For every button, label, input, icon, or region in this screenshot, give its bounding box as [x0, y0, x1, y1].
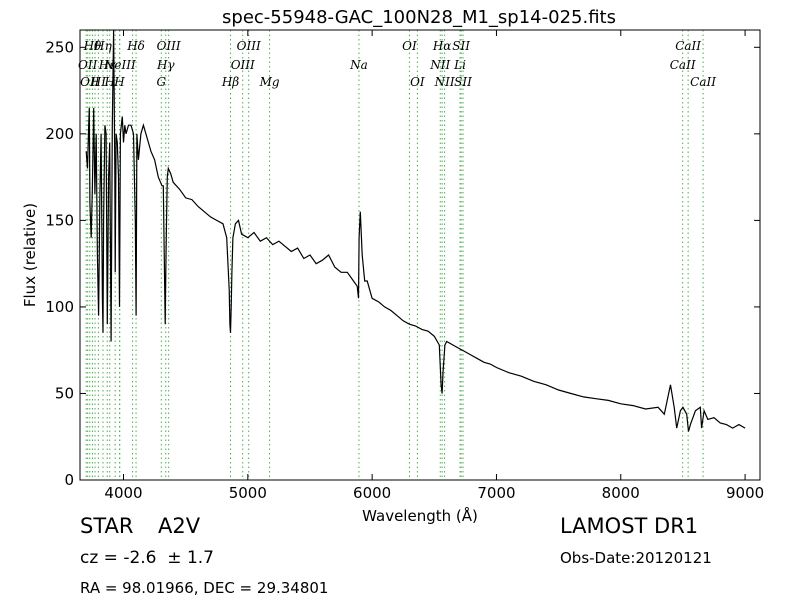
chart-title: spec-55948-GAC_100N28_M1_sp14-025.fits [222, 7, 616, 28]
x-tick-label: 5000 [229, 484, 267, 502]
line-label: Na [349, 58, 368, 72]
object-class: STAR [80, 514, 134, 538]
x-tick-label: 8000 [602, 484, 640, 502]
observation-date: Obs-Date:20120121 [560, 549, 712, 567]
line-label: OII [78, 58, 98, 72]
line-label: G [157, 75, 167, 89]
line-label: CaII [690, 75, 716, 89]
line-label: OIII [231, 58, 255, 72]
line-label: Hα [432, 39, 452, 53]
redshift-value: cz = -2.6 ± 1.7 [80, 548, 214, 568]
y-axis-label: Flux (relative) [21, 203, 39, 307]
plot-frame [79, 29, 761, 481]
line-label: Li [453, 58, 466, 72]
line-label: Hβ [221, 75, 239, 89]
y-tick-label: 250 [45, 38, 74, 56]
survey-name: LAMOST DR1 [560, 514, 699, 538]
line-label: NII [434, 75, 455, 89]
x-tick-label: 6000 [353, 484, 391, 502]
line-label: OI [402, 39, 417, 53]
line-label: Hε [98, 58, 116, 72]
line-label: OIII [157, 39, 181, 53]
object-subclass: A2V [158, 514, 201, 538]
y-tick-label: 100 [45, 298, 74, 316]
x-axis: 4000 5000 6000 7000 8000 9000 [104, 30, 764, 502]
line-label: Hγ [156, 58, 175, 72]
x-tick-label: 4000 [104, 484, 142, 502]
line-label: Hδ [126, 39, 145, 53]
y-tick-label: 0 [64, 471, 74, 489]
y-tick-label: 50 [55, 384, 74, 402]
line-label: Hθ [83, 39, 102, 53]
line-label: CaII [675, 39, 701, 53]
line-label: Mg [259, 75, 280, 89]
line-label: SII [454, 75, 472, 89]
x-tick-label: 9000 [726, 484, 764, 502]
line-label: NII [429, 58, 450, 72]
coordinates: RA = 98.01966, DEC = 29.34801 [80, 579, 329, 597]
line-label: Hη [93, 39, 112, 53]
line-label: OII [80, 75, 100, 89]
line-label: CaII [670, 58, 696, 72]
line-label: NeIII [103, 58, 136, 72]
x-axis-label: Wavelength (Å) [362, 506, 478, 525]
line-markers [85, 30, 704, 480]
line-label: HI [90, 75, 106, 89]
y-tick-label: 200 [45, 125, 74, 143]
line-label: OIII [237, 39, 261, 53]
y-tick-label: 150 [45, 211, 74, 229]
spectrum-line [85, 29, 746, 432]
x-tick-label: 7000 [477, 484, 515, 502]
line-label: OI [410, 75, 425, 89]
line-label: SII [452, 39, 470, 53]
y-axis: 0 50 100 150 200 250 [45, 38, 760, 489]
line-label: H [113, 75, 125, 89]
